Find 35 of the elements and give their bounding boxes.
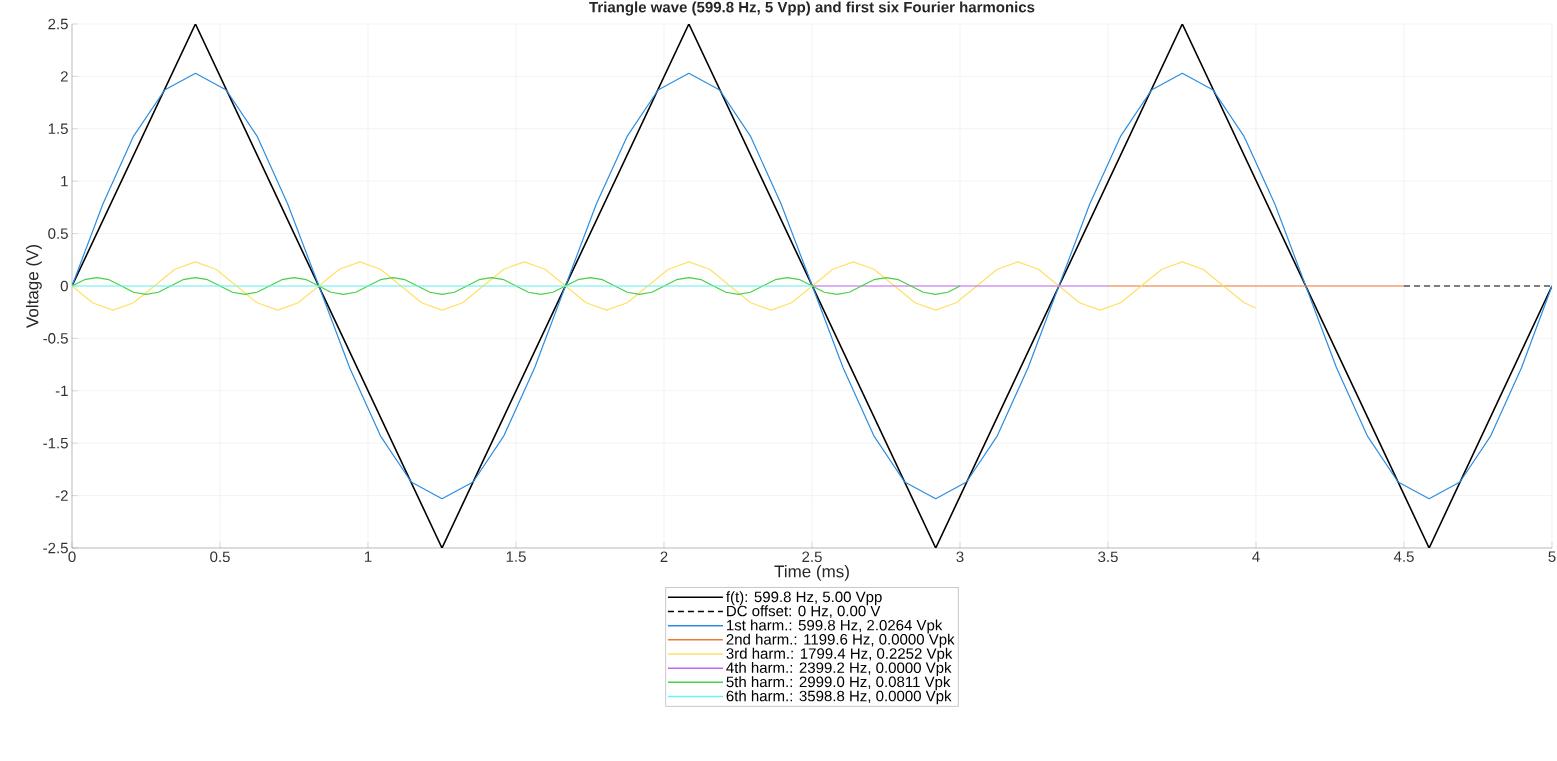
y-tick-label: -1.5: [43, 437, 68, 449]
legend-label: 5th harm.: 2999.0 Hz, 0.0811 Vpk: [726, 676, 951, 691]
y-tick-label: 2: [60, 71, 68, 82]
x-tick-label: 1: [364, 551, 372, 562]
legend-label: 1st harm.: 599.8 Hz, 2.0264 Vpk: [727, 619, 943, 634]
y-tick-label: 0.5: [48, 228, 68, 239]
line-series: [72, 277, 961, 295]
y-tick-label: -2: [55, 490, 68, 501]
x-axis-title: Time (ms): [774, 564, 849, 581]
x-tick-label: 5: [1548, 551, 1556, 562]
x-tick-label: 1.5: [506, 551, 526, 562]
legend-label: 2nd harm.: 1199.6 Hz, 0.0000 Vpk: [726, 633, 955, 648]
x-tick-label: 4.5: [1393, 551, 1414, 562]
y-axis-title: Voltage (V): [25, 245, 42, 328]
y-tick-label: -1: [55, 385, 68, 396]
y-tick-label: 1.5: [48, 123, 68, 135]
legend-label: DC offset: 0 Hz, 0.00 V: [727, 605, 881, 619]
line-series: [72, 261, 1257, 311]
x-tick-label: 3: [956, 551, 964, 563]
y-tick-label: -0.5: [43, 333, 68, 344]
chart-title: Triangle wave (599.8 Hz, 5 Vpp) and first six Fourier harmonics: [589, 1, 1035, 16]
legend-label: 3rd harm.: 1799.4 Hz, 0.2252 Vpk: [726, 647, 953, 662]
legend-label: 4th harm.: 2399.2 Hz, 0.0000 Vpk: [726, 661, 952, 676]
y-tick-label: 2.5: [48, 18, 68, 30]
legend-label: f(t): 599.8 Hz, 5.00 Vpp: [726, 591, 882, 606]
y-tick-label: -2.5: [43, 542, 68, 554]
x-tick-label: 0: [68, 551, 76, 563]
y-tick-label: 0: [60, 280, 68, 292]
x-tick-label: 4: [1252, 551, 1260, 562]
x-tick-label: 2: [660, 551, 668, 562]
x-tick-label: 0.5: [210, 551, 230, 563]
x-tick-label: 3.5: [1098, 551, 1118, 563]
legend-label: 6th harm.: 3598.8 Hz, 0.0000 Vpk: [726, 690, 952, 705]
y-tick-label: 1: [61, 176, 68, 187]
x-tick-label: 2.5: [802, 551, 822, 563]
